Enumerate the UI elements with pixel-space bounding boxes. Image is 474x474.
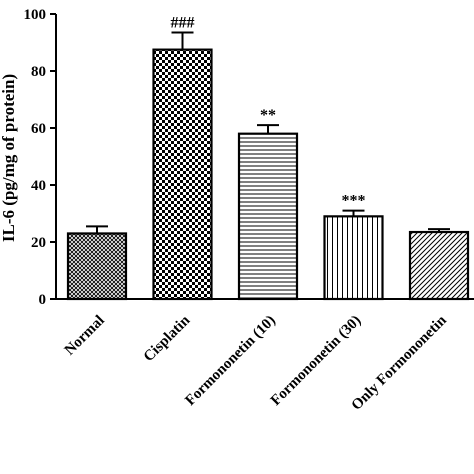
bar-group [408,228,470,301]
significance-label: ** [260,107,276,124]
bar [66,232,128,301]
bar-group: ### [152,15,213,301]
significance-label: *** [342,193,366,210]
category-label: Formononetin (30) [268,313,364,409]
bar [237,132,299,301]
category-label: Normal [62,313,108,359]
y-tick-label: 40 [31,178,46,194]
bar [408,230,470,301]
y-tick-label: 100 [24,7,47,23]
significance-label: ### [171,15,195,32]
y-tick-label: 20 [31,235,46,251]
category-label: Cisplatin [141,312,194,365]
category-label: Formononetin (10) [182,313,278,409]
y-tick-label: 60 [31,121,46,137]
bar-group [66,225,128,301]
bar [323,215,384,301]
category-label: Only Formononetin [349,312,451,414]
bar [152,48,213,301]
y-tick-label: 0 [39,292,47,308]
bar-group: *** [323,193,384,301]
bars: ###***** [56,15,474,301]
y-axis: 0 20 40 60 80 100 [24,7,57,308]
y-axis-title: IL-6 (pg/mg of protein) [0,74,18,242]
y-tick-label: 80 [31,64,46,80]
bar-group: ** [237,107,299,301]
